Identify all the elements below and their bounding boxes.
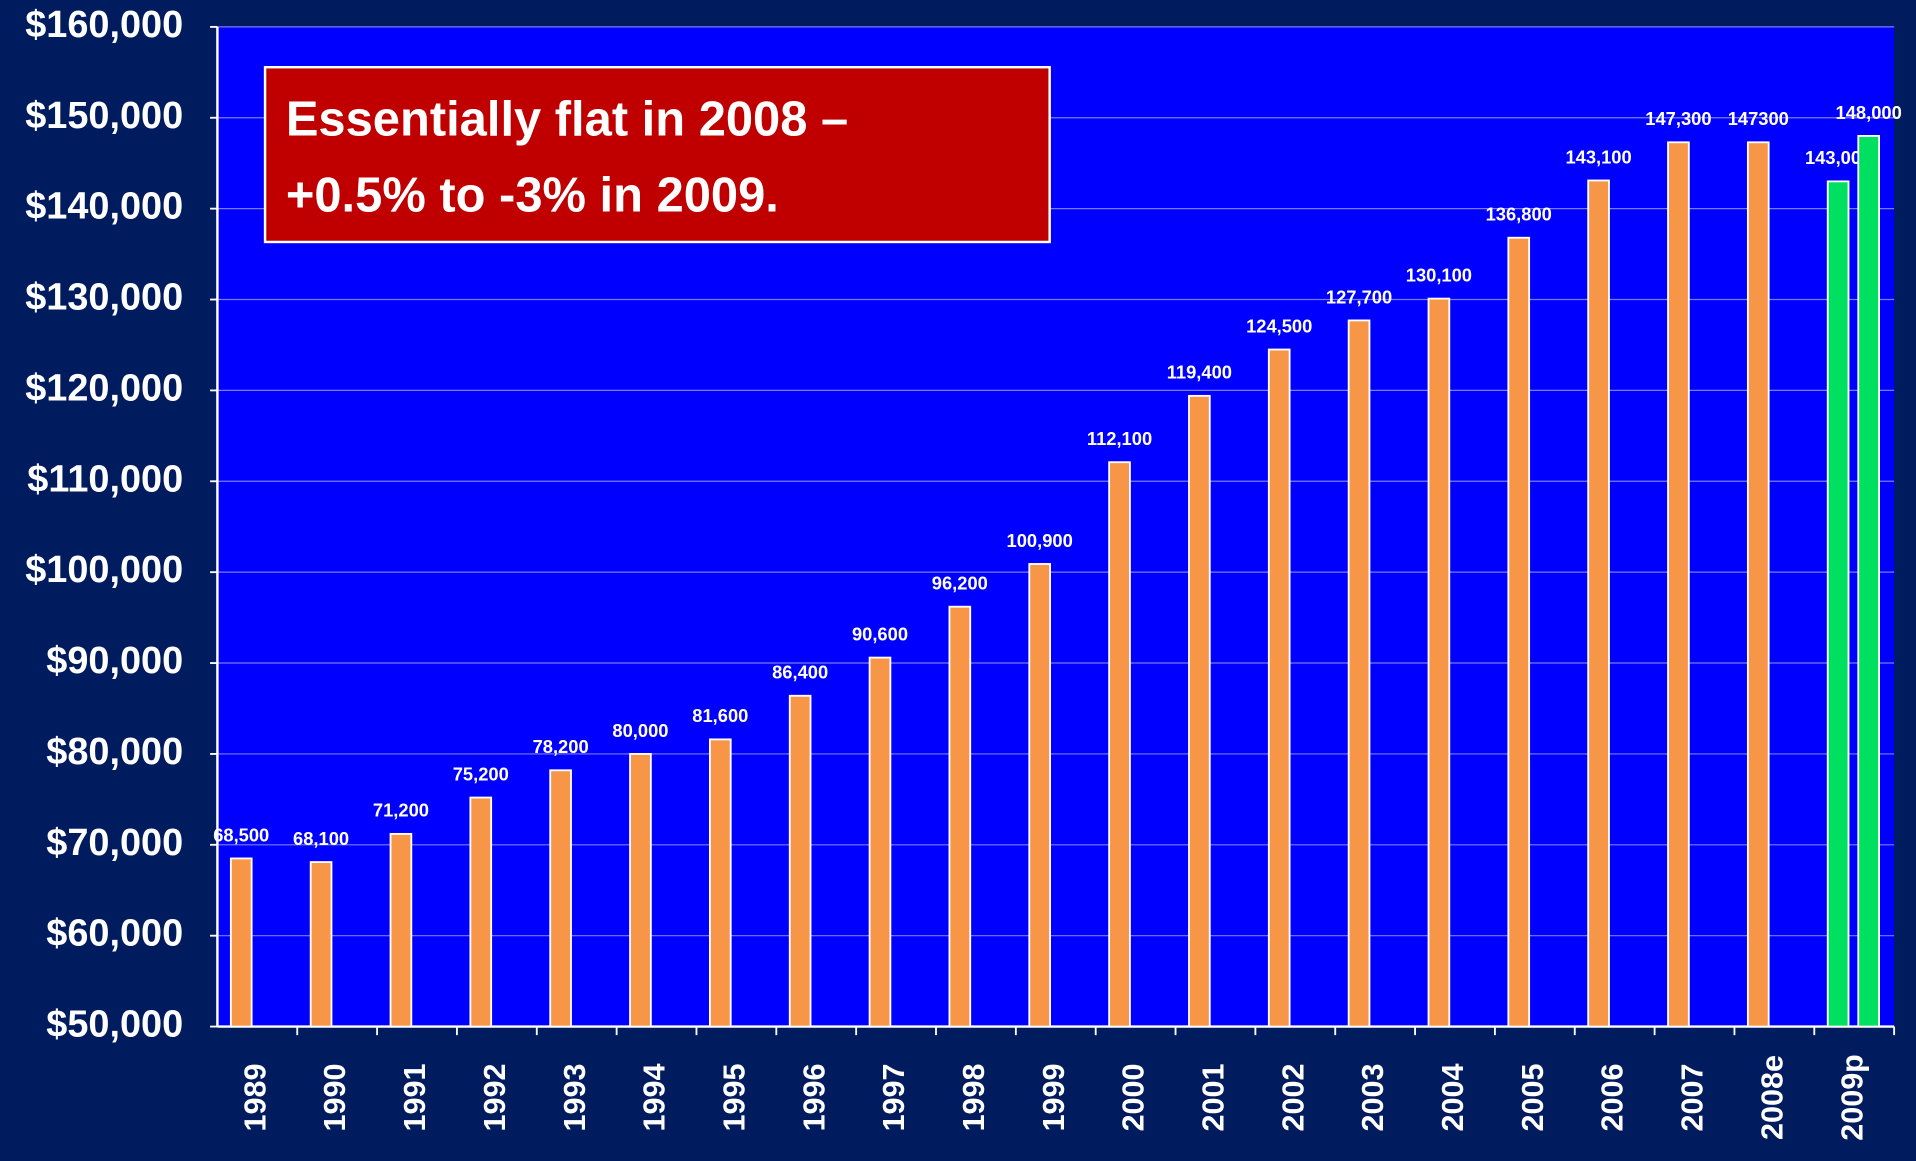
x-tick-label: 1997 — [877, 1063, 911, 1131]
bar — [1587, 179, 1610, 1028]
x-tick-label: 2004 — [1436, 1063, 1470, 1131]
x-tick-label: 2006 — [1596, 1063, 1630, 1131]
value-label: 130,100 — [1406, 264, 1472, 285]
value-label: 127,700 — [1326, 286, 1392, 307]
x-tick-label: 1996 — [797, 1063, 831, 1131]
bar — [1028, 563, 1051, 1028]
x-tick-label: 1994 — [638, 1063, 672, 1131]
bar — [1857, 135, 1880, 1028]
bar — [1746, 141, 1770, 1028]
value-label: 147300 — [1728, 108, 1789, 129]
x-tick-label: 1991 — [398, 1063, 432, 1131]
value-label: 86,400 — [772, 662, 828, 683]
bar — [1427, 297, 1451, 1028]
annotation-box — [263, 65, 1051, 244]
value-label: 100,900 — [1007, 530, 1073, 551]
bar — [1667, 141, 1690, 1028]
bar — [629, 753, 652, 1028]
value-label: 96,200 — [932, 573, 988, 594]
x-tick-label: 1995 — [717, 1063, 751, 1131]
bar — [549, 769, 572, 1028]
annotation-line: Essentially flat in 2008 – — [286, 93, 848, 147]
x-tick-label: 1999 — [1037, 1063, 1071, 1131]
bar — [309, 861, 333, 1028]
y-tick-label: $50,000 — [46, 1004, 183, 1046]
x-tick-label: 1993 — [558, 1063, 592, 1131]
bar — [229, 857, 253, 1028]
x-tick-label: 1998 — [957, 1063, 991, 1131]
value-label: 81,600 — [692, 705, 748, 726]
x-tick-label: 1989 — [238, 1063, 272, 1131]
annotation-line: +0.5% to -3% in 2009. — [286, 168, 779, 222]
bar — [948, 605, 972, 1028]
value-label: 136,800 — [1486, 204, 1552, 225]
y-tick-label: $80,000 — [46, 731, 183, 773]
bar — [788, 694, 812, 1028]
bar — [708, 738, 732, 1028]
value-label: 148,000 — [1836, 102, 1902, 123]
y-tick-label: $130,000 — [25, 277, 183, 319]
value-label: 80,000 — [612, 720, 668, 741]
bar — [1267, 348, 1291, 1028]
x-tick-label: 1990 — [318, 1063, 352, 1131]
value-label: 112,100 — [1087, 428, 1152, 449]
value-label: 68,500 — [213, 824, 269, 845]
bar — [469, 796, 493, 1028]
value-label: 119,400 — [1167, 362, 1232, 383]
y-tick-label: $150,000 — [25, 95, 183, 137]
y-tick-label: $70,000 — [46, 822, 183, 864]
value-label: 68,100 — [293, 828, 349, 849]
y-tick-label: $160,000 — [25, 4, 183, 46]
y-tick-label: $100,000 — [25, 549, 183, 591]
x-tick-label: 2005 — [1516, 1063, 1550, 1131]
y-tick-label: $90,000 — [46, 640, 183, 682]
value-label: 78,200 — [533, 736, 589, 757]
value-label: 143,100 — [1565, 146, 1631, 167]
x-tick-label: 2003 — [1356, 1063, 1390, 1131]
y-tick-label: $110,000 — [27, 458, 183, 500]
value-label: 143,000 — [1805, 147, 1871, 168]
bar — [1826, 180, 1850, 1028]
x-tick-label: 1992 — [478, 1063, 512, 1131]
value-label: 124,500 — [1246, 315, 1312, 336]
bar — [868, 656, 892, 1028]
x-tick-label: 2001 — [1197, 1063, 1231, 1131]
bar — [389, 832, 413, 1028]
bar — [1347, 319, 1371, 1028]
value-label: 90,600 — [852, 623, 908, 644]
x-tick-label: 2008e — [1755, 1055, 1789, 1140]
value-label: 147,300 — [1645, 108, 1711, 129]
y-tick-label: $60,000 — [46, 913, 183, 955]
bar — [1108, 461, 1131, 1028]
x-tick-label: 2007 — [1676, 1063, 1710, 1131]
x-tick-label: 2002 — [1276, 1063, 1310, 1131]
value-label: 75,200 — [453, 763, 509, 784]
bar — [1507, 236, 1531, 1028]
y-tick-label: $120,000 — [25, 367, 183, 409]
y-tick-label: $140,000 — [25, 186, 183, 228]
value-label: 71,200 — [373, 800, 429, 821]
bar — [1188, 394, 1211, 1028]
x-tick-label: 2009p — [1835, 1054, 1869, 1141]
x-tick-label: 2000 — [1117, 1063, 1151, 1131]
